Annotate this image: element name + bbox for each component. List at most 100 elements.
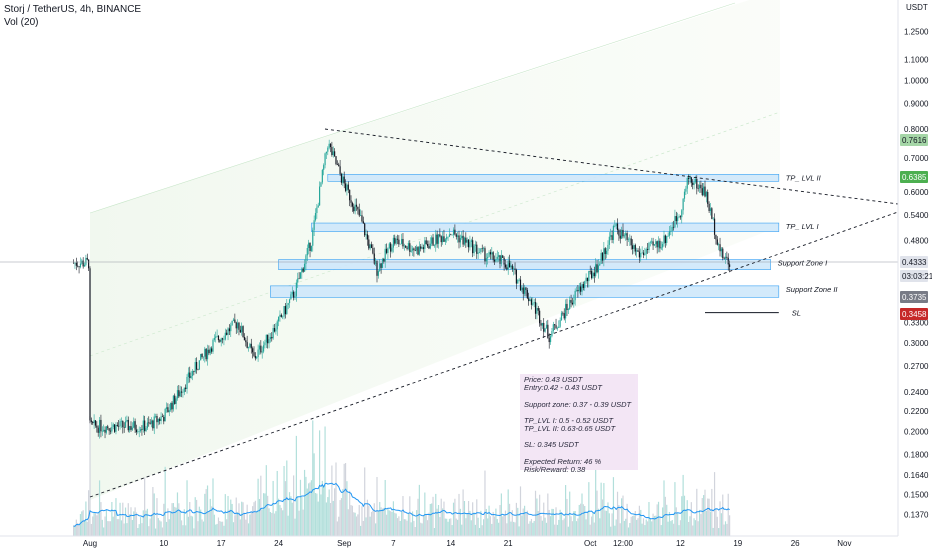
candle-body (157, 418, 159, 423)
candle-body (720, 248, 722, 252)
volume-bar (653, 515, 656, 536)
trade-info-box[interactable]: Price: 0.43 USDT Entry:0.42 - 0.43 USDT … (520, 374, 638, 474)
volume-bar (540, 516, 542, 536)
candle-body (450, 234, 452, 236)
volume-bar (398, 516, 400, 536)
candle-body (459, 238, 461, 243)
candle-body (539, 310, 541, 324)
volume-bar (448, 518, 451, 536)
volume-bar (536, 498, 538, 536)
volume-bar (574, 511, 576, 536)
volume-bar (638, 505, 640, 536)
candle-body (483, 248, 485, 249)
volume-bar (243, 512, 246, 536)
volume-bar (196, 499, 198, 536)
candle-body (338, 164, 340, 167)
volume-bar (651, 521, 653, 536)
volume-bar (503, 515, 505, 536)
candle-body (320, 182, 322, 187)
candle-body (500, 255, 502, 264)
volume-bar (302, 509, 304, 536)
candle-body (109, 430, 112, 432)
candle-body (480, 248, 482, 252)
ascending-trendline[interactable] (89, 211, 899, 498)
candle-body (342, 176, 344, 183)
volume-bar (701, 498, 703, 536)
volume-bar (589, 524, 591, 536)
volume-bar (283, 465, 285, 536)
volume-bar (107, 521, 109, 536)
volume-bar (215, 524, 217, 536)
volume-bar (220, 521, 222, 536)
candle-body (625, 233, 627, 236)
volume-bar (172, 503, 174, 536)
volume-indicator-label[interactable]: Vol (20) (4, 17, 39, 28)
candle-body (269, 337, 271, 340)
volume-bar (234, 515, 236, 536)
candle-body (629, 238, 631, 240)
candle-body (657, 240, 660, 248)
candle-body (134, 421, 136, 430)
candle-body (417, 247, 419, 255)
candle-body (530, 299, 533, 305)
volume-bar (534, 490, 537, 536)
volume-bar (390, 511, 392, 536)
candle-body (381, 259, 384, 268)
volume-bar (163, 503, 165, 536)
candle-body (722, 248, 724, 258)
candle-body (436, 234, 438, 244)
symbol-title[interactable]: Storj / TetherUS, 4h, BINANCE (4, 4, 142, 15)
candle-body (301, 268, 303, 273)
volume-bar (362, 520, 364, 536)
volume-bar (421, 523, 423, 536)
candle-body (713, 218, 716, 235)
candle-body (622, 229, 624, 237)
price-axis[interactable]: 1.2500 1.1000 1.0000 0.9000 0.8000 0.7000 0.60… (904, 28, 929, 520)
candle-body (385, 248, 388, 253)
volume-bar (279, 505, 281, 536)
volume-bar (618, 505, 620, 536)
volume-bar (440, 498, 442, 536)
candle-body (190, 375, 192, 379)
volume-bar (216, 523, 218, 536)
channel-mid-line (89, 111, 781, 357)
volume-bar (426, 520, 429, 536)
volume-bar (161, 527, 164, 536)
candle-body (172, 395, 174, 410)
candle-body (242, 326, 244, 338)
candle-body (227, 328, 229, 335)
candle-body (328, 143, 330, 148)
chart-header: Storj / TetherUS, 4h, BINANCE Vol (20) (4, 3, 141, 29)
zone-box (311, 222, 780, 232)
price-axis-label: 0.1370 (904, 510, 929, 519)
volume-bar (257, 478, 259, 536)
volume-bar (655, 515, 657, 536)
candle-body (260, 345, 262, 353)
candle-body (399, 243, 401, 245)
candle-body (153, 416, 155, 429)
volume-bar (615, 519, 617, 536)
volume-bar (713, 472, 716, 536)
time-axis[interactable]: Aug 10 17 24 Sep 7 14 21 Oct 12:00 12 19 26 Nov (83, 539, 852, 548)
candle-body (163, 416, 165, 422)
volume-bar (559, 509, 561, 536)
candle-body (533, 302, 535, 304)
candle-body (226, 332, 228, 335)
candle-body (223, 339, 225, 341)
volume-bar (213, 514, 215, 536)
candle-body (365, 234, 367, 236)
candle-body (444, 239, 446, 242)
candle-body (273, 328, 276, 332)
volume-bar (455, 518, 457, 536)
candle-body (152, 420, 154, 429)
volume-bar (707, 498, 709, 536)
candle-body (388, 243, 390, 249)
volume-bar (679, 520, 681, 536)
volume-bar (688, 521, 690, 536)
descending-trendline[interactable] (324, 128, 899, 205)
candle-body (264, 342, 266, 346)
candle-body (570, 300, 572, 303)
volume-bar (355, 516, 358, 536)
candle-body (649, 242, 651, 243)
